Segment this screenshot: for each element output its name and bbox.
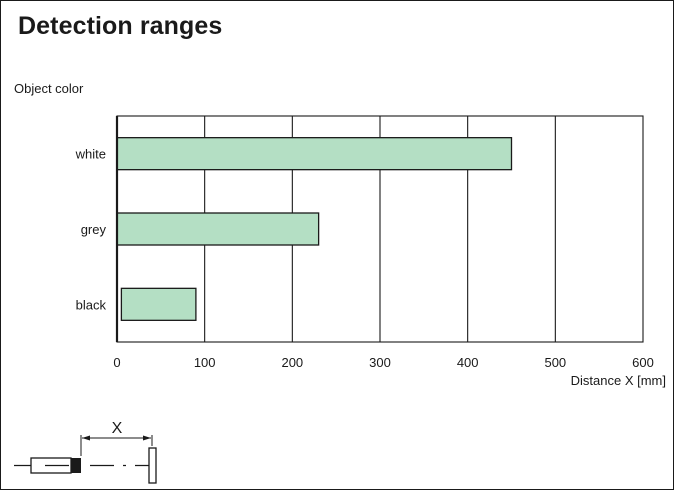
y-tick-label-white: white [75,147,106,162]
page-title: Detection ranges [18,12,223,40]
x-tick-label: 200 [281,355,303,370]
y-tick-label-grey: grey [81,222,107,237]
sensor-lens-icon [71,458,81,473]
bar-layer [116,137,513,321]
x-axis-label: Distance X [mm] [571,373,666,388]
y-tick-label-black: black [76,297,107,312]
target-object-icon [148,447,157,484]
x-tick-label: 300 [369,355,391,370]
bar-black [120,287,197,321]
dimension-arrow-right-icon [143,435,151,441]
dimension-label: X [112,420,123,437]
bar-white [116,137,513,171]
dimension-arrow-left-icon [82,435,90,441]
x-tick-label: 0 [113,355,120,370]
bar-grey [116,212,320,246]
x-tick-label: 400 [457,355,479,370]
x-tick-label: 100 [194,355,216,370]
x-tick-label: 600 [632,355,654,370]
y-axis-label: Object color [14,81,84,96]
x-tick-label: 500 [544,355,566,370]
axis-layer: 0 100 200 300 400 500 600 white grey black Distanc… [75,116,666,388]
